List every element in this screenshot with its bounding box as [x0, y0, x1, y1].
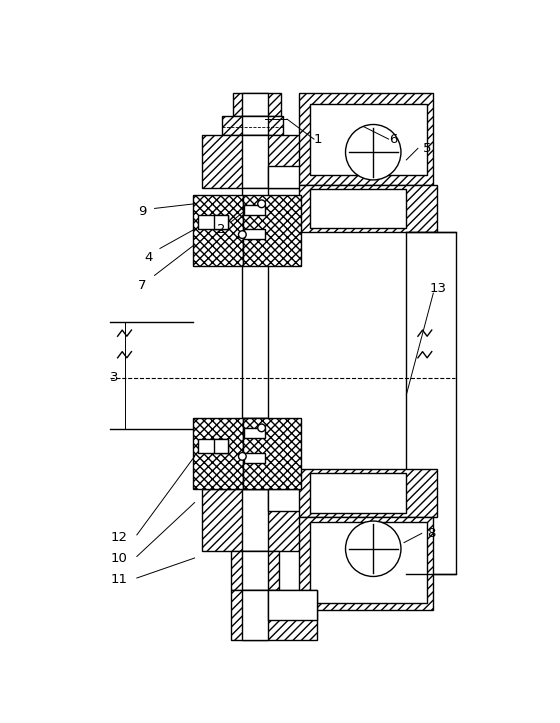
Circle shape	[239, 453, 246, 461]
Text: 13: 13	[430, 282, 446, 295]
Bar	[242, 188, 268, 418]
Circle shape	[346, 124, 401, 180]
Bar	[243, 418, 301, 489]
Bar	[242, 489, 268, 551]
Bar	[242, 116, 268, 135]
Text: 8: 8	[428, 527, 436, 540]
Bar	[198, 439, 228, 453]
Bar	[193, 194, 243, 266]
Bar	[242, 589, 268, 640]
Text: 3: 3	[110, 372, 118, 385]
Circle shape	[258, 200, 265, 208]
Bar	[242, 418, 268, 489]
Bar	[242, 135, 268, 188]
Text: 6: 6	[389, 132, 398, 145]
Text: 11: 11	[111, 573, 128, 586]
Bar	[298, 469, 437, 517]
Bar	[244, 229, 265, 239]
Bar	[298, 185, 437, 231]
Bar	[214, 215, 228, 229]
Bar	[298, 93, 433, 185]
Text: 1: 1	[314, 132, 322, 145]
Bar	[231, 551, 279, 589]
Text: 4: 4	[144, 251, 152, 264]
Bar	[244, 453, 265, 463]
Bar	[244, 205, 265, 215]
Text: 2: 2	[217, 223, 226, 236]
Bar	[244, 428, 265, 438]
Bar	[233, 93, 281, 116]
Bar	[310, 522, 427, 603]
Bar	[202, 135, 325, 188]
Text: 7: 7	[138, 279, 147, 292]
Bar	[242, 93, 268, 116]
Bar	[310, 474, 407, 513]
Text: 10: 10	[111, 552, 128, 565]
Circle shape	[258, 424, 265, 432]
Bar	[310, 103, 427, 174]
Bar	[407, 231, 456, 574]
Bar	[310, 189, 407, 228]
Bar	[268, 166, 302, 188]
Bar	[214, 439, 228, 453]
Text: 12: 12	[111, 531, 128, 544]
Text: 9: 9	[138, 205, 146, 218]
Bar	[242, 551, 268, 589]
Circle shape	[239, 231, 246, 239]
Bar	[298, 517, 433, 609]
Bar	[243, 194, 301, 266]
Bar	[268, 589, 317, 620]
Bar	[222, 116, 283, 135]
Bar	[268, 489, 302, 511]
Bar	[202, 489, 325, 551]
Text: 5: 5	[423, 142, 431, 155]
Bar	[231, 589, 317, 640]
Circle shape	[346, 521, 401, 576]
Bar	[193, 418, 243, 489]
Bar	[198, 215, 228, 229]
